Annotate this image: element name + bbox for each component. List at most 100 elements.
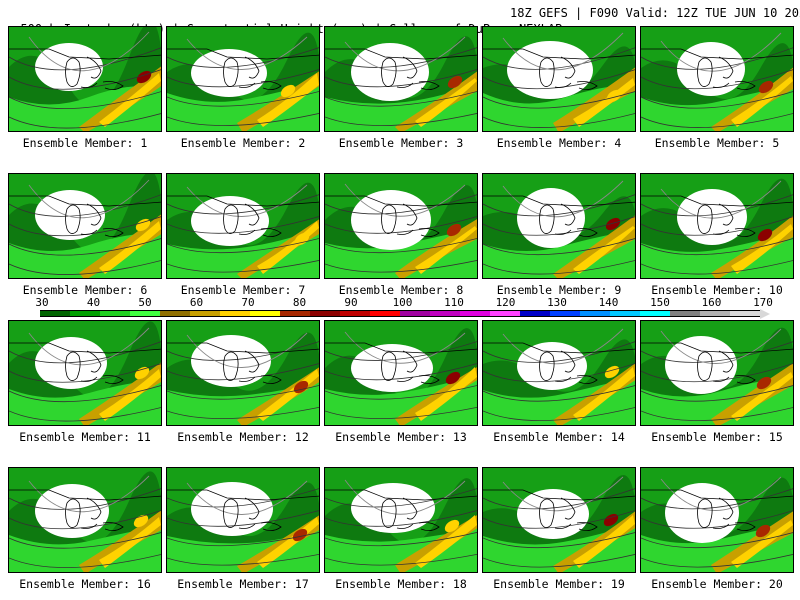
ensemble-member-label: Ensemble Member: 13 [335,430,467,444]
map-plot [167,174,319,278]
isotach-max-core [280,84,296,98]
ensemble-member-label: Ensemble Member: 19 [493,577,625,591]
ensemble-map-16 [8,467,162,573]
map-plot [325,321,477,425]
map-plot [641,174,793,278]
scale-swatch [550,310,581,317]
ensemble-member-label: Ensemble Member: 4 [496,136,622,150]
isotach-max-core [134,366,150,380]
ensemble-member-label: Ensemble Member: 9 [496,283,622,297]
ensemble-map-1 [8,26,162,132]
isotach-color-scale: 30 40 50 60 70 80 90 100 110 120 130 140 150 160 170 [0,297,800,319]
map-plot [641,27,793,131]
scale-swatch [190,310,221,317]
scale-swatch [340,310,371,317]
ensemble-map-4 [482,26,636,132]
scale-tick-label: 150 [650,296,670,309]
scale-swatch [670,310,701,317]
ensemble-member-label: Ensemble Member: 14 [493,430,625,444]
scale-swatch [580,310,611,317]
isotach-max-core [447,75,463,89]
map-plot [483,27,635,131]
ensemble-member-label: Ensemble Member: 3 [338,136,464,150]
ensemble-member-label: Ensemble Member: 5 [654,136,780,150]
map-plot [167,468,319,572]
ensemble-map-3 [324,26,478,132]
scale-swatch [490,310,521,317]
ensemble-member-label: Ensemble Member: 12 [177,430,309,444]
map-plot [483,321,635,425]
isotach-max-core [605,217,621,231]
ensemble-map-6 [8,173,162,279]
map-plot [483,468,635,572]
isotach-max-core [604,365,620,379]
ensemble-member-label: Ensemble Member: 1 [22,136,148,150]
ensemble-map-11 [8,320,162,426]
ensemble-map-19 [482,467,636,573]
scale-above-arrow [760,309,770,319]
ensemble-map-14 [482,320,636,426]
scale-swatch [730,310,761,317]
map-header: 500mb Isotachs (kts) | Geopotential Heig… [6,5,800,36]
isotach-max-core [756,376,772,390]
scale-swatch [160,310,191,317]
scale-swatch [100,310,131,317]
map-plot [325,174,477,278]
isotach-max-core [606,89,622,103]
scale-swatch [70,310,101,317]
scale-tick-label: 30 [35,296,49,309]
map-plot [325,27,477,131]
ensemble-map-9 [482,173,636,279]
scale-tick-label: 50 [138,296,152,309]
scale-swatch [40,310,71,317]
isotach-max-core [603,513,619,527]
scale-swatch [430,310,461,317]
ensemble-map-12 [166,320,320,426]
ensemble-member-label: Ensemble Member: 18 [335,577,467,591]
scale-tick-label: 130 [547,296,567,309]
ensemble-member-label: Ensemble Member: 20 [651,577,783,591]
scale-tick-label: 40 [86,296,101,309]
map-plot [167,321,319,425]
scale-swatch [520,310,551,317]
isotach-max-core [292,528,308,542]
scale-swatch [250,310,281,317]
ensemble-member-label: Ensemble Member: 16 [19,577,151,591]
scale-swatch [310,310,341,317]
scale-tick-label: 110 [444,296,464,309]
map-plot [167,27,319,131]
ensemble-member-label: Ensemble Member: 2 [180,136,306,150]
ensemble-map-5 [640,26,794,132]
ensemble-map-15 [640,320,794,426]
ensemble-member-label: Ensemble Member: 6 [22,283,148,297]
scale-swatch [460,310,491,317]
isotach-max-core [133,514,149,528]
isotach-max-core [757,228,773,242]
map-plot [9,321,161,425]
isotach-max-core [135,218,151,232]
map-plot [9,174,161,278]
ensemble-map-7 [166,173,320,279]
map-plot [9,468,161,572]
scale-tick-label: 80 [292,296,307,309]
scale-swatch [280,310,311,317]
isotach-max-core [446,223,462,237]
scale-tick-label: 120 [495,296,516,309]
ensemble-map-8 [324,173,478,279]
scale-swatch [700,310,731,317]
isotach-max-core [445,371,461,385]
ensemble-member-label: Ensemble Member: 10 [651,283,783,297]
ensemble-member-label: Ensemble Member: 15 [651,430,783,444]
ensemble-map-18 [324,467,478,573]
ensemble-member-label: Ensemble Member: 17 [177,577,309,591]
isotach-max-core [758,80,774,94]
map-plot [9,27,161,131]
ensemble-map-10 [640,173,794,279]
scale-tick-label: 160 [701,296,722,309]
scale-tick-label: 60 [189,296,204,309]
scale-tick-label: 170 [753,296,773,309]
scale-tick-label: 90 [344,296,358,309]
map-plot [641,321,793,425]
map-plot [325,468,477,572]
scale-swatch [130,310,161,317]
